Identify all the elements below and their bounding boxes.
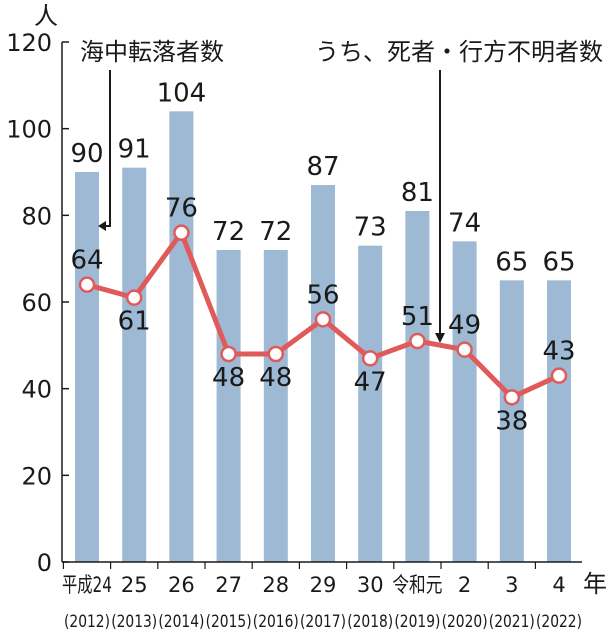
bar-8: [405, 211, 430, 562]
x-tick-year-label: (2012): [64, 612, 110, 632]
legend-line-arrowhead: [435, 333, 445, 343]
bar-value-label: 81: [401, 178, 434, 208]
line-point-6: [314, 311, 332, 328]
x-tick-label: 25: [121, 573, 148, 597]
x-unit-label: 年: [583, 570, 607, 598]
y-tick-label: 60: [21, 289, 52, 317]
x-tick-year-label: (2018): [347, 612, 393, 632]
bar-5: [263, 250, 288, 562]
x-tick-year-label: (2013): [111, 612, 157, 632]
x-tick-year-label: (2019): [394, 612, 440, 632]
bar-7: [358, 245, 383, 562]
line-value-label: 48: [259, 363, 292, 393]
x-tick-label: 令和元: [392, 573, 442, 597]
y-tick-label: 40: [21, 376, 52, 404]
bar-3: [169, 111, 194, 562]
line-value-label: 49: [448, 311, 481, 341]
bar-value-label: 74: [448, 208, 481, 238]
bar-value-label: 72: [259, 217, 292, 247]
bar-6: [311, 185, 335, 562]
legend-bar-label: 海中転落者数: [80, 38, 224, 66]
bar-9: [452, 241, 477, 563]
x-tick-label: 29: [310, 573, 337, 597]
bar-value-label: 72: [212, 217, 245, 247]
x-tick-year-label: (2017): [300, 612, 346, 632]
x-tick-label: 2: [458, 573, 471, 597]
y-tick-label: 80: [21, 202, 52, 230]
line-value-label: 43: [542, 337, 575, 367]
line-point-11: [550, 367, 568, 384]
x-tick-year-label: (2022): [536, 612, 582, 632]
y-unit-label: 人: [34, 2, 58, 30]
x-tick-label: 27: [215, 573, 242, 597]
bar-10: [499, 280, 524, 562]
x-tick-label: 平成24: [62, 573, 112, 597]
line-point-5: [267, 345, 285, 363]
line-point-1: [78, 276, 96, 293]
line-point-9: [456, 341, 473, 358]
y-tick-label: 0: [37, 549, 52, 577]
line-value-label: 56: [306, 280, 339, 310]
bar-value-label: 91: [118, 135, 151, 165]
bar-value-label: 73: [354, 213, 387, 243]
line-value-label: 61: [118, 307, 151, 337]
y-tick-label: 120: [6, 29, 52, 57]
bar-1: [75, 172, 99, 562]
line-value-label: 76: [165, 194, 198, 224]
bar-value-label: 90: [70, 139, 103, 169]
line-point-10: [503, 389, 521, 406]
line-value-label: 51: [401, 302, 434, 332]
x-tick-year-label: (2015): [206, 612, 252, 632]
x-tick-label: 3: [505, 573, 518, 597]
x-tick-year-label: (2020): [442, 612, 488, 632]
bar-value-label: 104: [157, 78, 207, 108]
x-tick-label: 26: [168, 573, 195, 597]
line-point-7: [361, 350, 379, 367]
line-point-4: [220, 345, 237, 363]
line-point-3: [173, 224, 190, 241]
line-value-label: 38: [495, 406, 528, 436]
x-tick-label: 4: [552, 573, 565, 597]
bar-4: [216, 250, 241, 562]
legend-line-label: うち、死者・行方不明者数: [315, 38, 603, 66]
bar-value-label: 87: [306, 152, 339, 182]
x-tick-label: 28: [262, 573, 289, 597]
bar-2: [122, 167, 147, 562]
line-point-8: [409, 332, 426, 350]
y-tick-label: 100: [6, 116, 52, 144]
legend-bar-arrowhead: [98, 221, 106, 231]
bar-11: [547, 280, 571, 562]
x-tick-year-label: (2014): [158, 612, 204, 632]
line-value-label: 48: [212, 363, 245, 393]
x-tick-label: 30: [357, 573, 384, 597]
bar-value-label: 65: [542, 247, 575, 277]
bar-value-label: 65: [495, 247, 528, 277]
line-value-label: 47: [354, 367, 387, 397]
x-tick-year-label: (2021): [489, 612, 535, 632]
x-tick-year-label: (2016): [253, 612, 299, 632]
y-tick-label: 20: [21, 462, 52, 490]
line-value-label: 64: [70, 246, 103, 276]
line-point-2: [125, 289, 143, 306]
